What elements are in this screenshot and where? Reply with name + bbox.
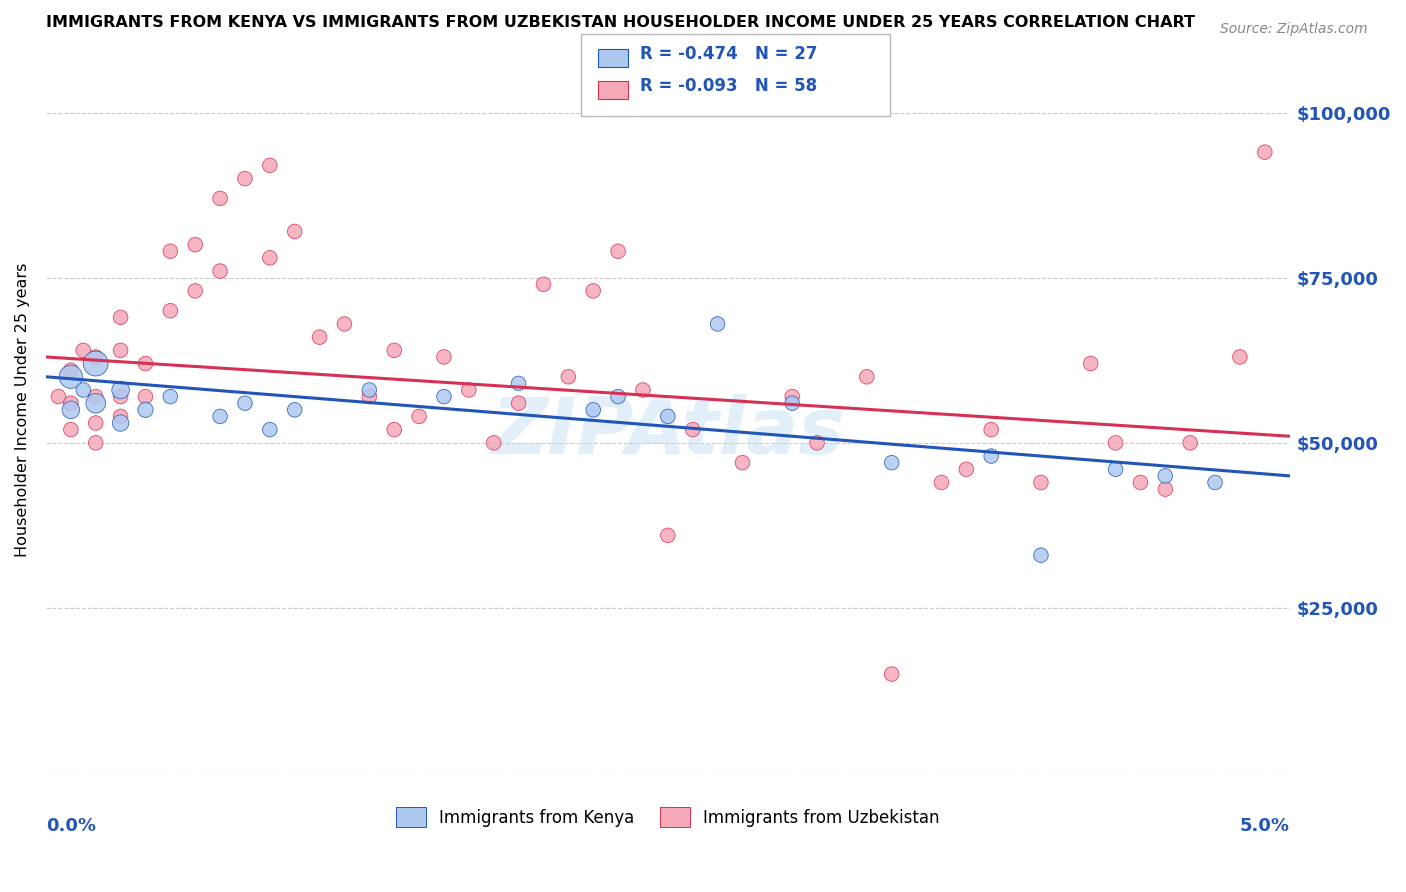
Point xyxy=(682,423,704,437)
Point xyxy=(59,396,82,410)
Point xyxy=(84,390,107,404)
Point xyxy=(382,423,405,437)
Legend: Immigrants from Kenya, Immigrants from Uzbekistan: Immigrants from Kenya, Immigrants from U… xyxy=(389,800,946,834)
Point xyxy=(159,303,181,318)
Point xyxy=(84,350,107,364)
Point xyxy=(134,402,156,417)
Point xyxy=(856,369,879,384)
Point xyxy=(308,330,330,344)
Point xyxy=(359,390,381,404)
Text: Source: ZipAtlas.com: Source: ZipAtlas.com xyxy=(1220,22,1368,37)
Point xyxy=(110,343,132,358)
Point xyxy=(359,383,381,397)
Text: 0.0%: 0.0% xyxy=(46,817,96,835)
Point xyxy=(482,435,505,450)
Point xyxy=(657,528,679,542)
Point xyxy=(209,191,232,205)
Point xyxy=(382,343,405,358)
Point xyxy=(110,409,132,424)
Point xyxy=(1154,469,1177,483)
Point xyxy=(284,402,307,417)
Point xyxy=(233,396,256,410)
Point xyxy=(880,667,903,681)
Point xyxy=(209,264,232,278)
Point xyxy=(59,363,82,377)
Point xyxy=(931,475,953,490)
Point xyxy=(980,449,1002,463)
Point xyxy=(657,409,679,424)
Point xyxy=(1154,482,1177,496)
Point xyxy=(1254,145,1277,160)
Point xyxy=(184,237,207,252)
Point xyxy=(457,383,479,397)
Point xyxy=(159,244,181,259)
Point xyxy=(1104,435,1126,450)
Point xyxy=(1029,475,1052,490)
Point xyxy=(84,396,107,410)
Point xyxy=(780,396,803,410)
Point xyxy=(1029,548,1052,562)
Point xyxy=(233,171,256,186)
Point xyxy=(110,416,132,430)
Point xyxy=(731,456,754,470)
Point xyxy=(1229,350,1251,364)
Point xyxy=(72,383,94,397)
Point xyxy=(333,317,356,331)
Point xyxy=(582,402,605,417)
Point xyxy=(582,284,605,298)
Point xyxy=(72,343,94,358)
Point xyxy=(259,158,281,172)
Point xyxy=(1180,435,1202,450)
Point xyxy=(706,317,728,331)
Text: R = -0.093   N = 58: R = -0.093 N = 58 xyxy=(640,77,817,95)
Point xyxy=(433,390,456,404)
Point xyxy=(59,423,82,437)
Point xyxy=(284,224,307,238)
Text: IMMIGRANTS FROM KENYA VS IMMIGRANTS FROM UZBEKISTAN HOUSEHOLDER INCOME UNDER 25 : IMMIGRANTS FROM KENYA VS IMMIGRANTS FROM… xyxy=(46,15,1195,30)
Point xyxy=(533,277,555,292)
Point xyxy=(48,390,70,404)
Point xyxy=(408,409,430,424)
Point xyxy=(607,390,630,404)
Text: ZIPAtlas: ZIPAtlas xyxy=(491,393,845,469)
Point xyxy=(806,435,828,450)
Point xyxy=(880,456,903,470)
Point xyxy=(110,390,132,404)
Point xyxy=(259,423,281,437)
Point xyxy=(1080,357,1102,371)
Text: R = -0.474   N = 27: R = -0.474 N = 27 xyxy=(640,45,817,62)
Point xyxy=(259,251,281,265)
Point xyxy=(1129,475,1152,490)
Point xyxy=(184,284,207,298)
Text: 5.0%: 5.0% xyxy=(1240,817,1289,835)
Point xyxy=(955,462,977,476)
Point xyxy=(1204,475,1226,490)
Point xyxy=(780,390,803,404)
Point xyxy=(433,350,456,364)
Point xyxy=(209,409,232,424)
Point xyxy=(631,383,654,397)
Point xyxy=(508,376,530,391)
Point xyxy=(980,423,1002,437)
Point xyxy=(134,357,156,371)
Y-axis label: Householder Income Under 25 years: Householder Income Under 25 years xyxy=(15,262,30,557)
Point xyxy=(134,390,156,404)
Point xyxy=(557,369,579,384)
Point xyxy=(110,383,132,397)
Point xyxy=(110,310,132,325)
Point xyxy=(59,402,82,417)
Point xyxy=(607,244,630,259)
Point xyxy=(159,390,181,404)
Point xyxy=(1104,462,1126,476)
Point xyxy=(59,369,82,384)
Point xyxy=(508,396,530,410)
Point xyxy=(84,435,107,450)
Point xyxy=(84,357,107,371)
Point xyxy=(84,416,107,430)
